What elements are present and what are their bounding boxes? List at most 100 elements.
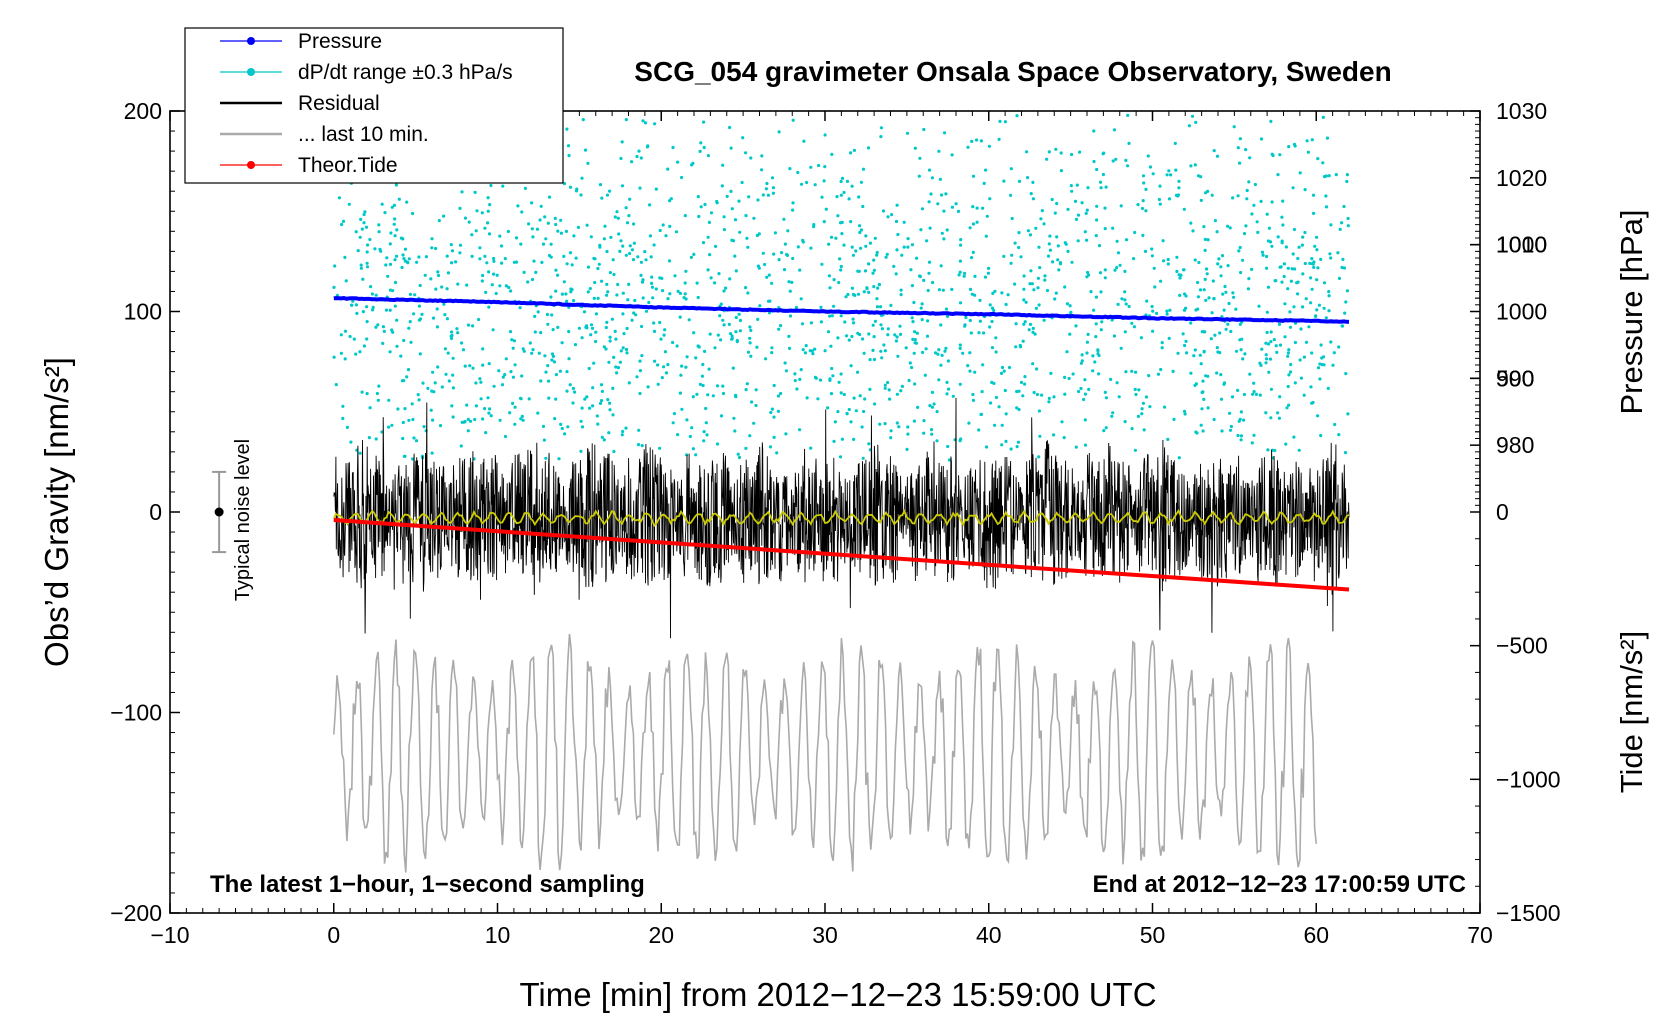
dpdt-point xyxy=(691,161,695,165)
dpdt-point xyxy=(1319,433,1323,438)
dpdt-point xyxy=(701,383,705,388)
dpdt-point xyxy=(706,393,710,397)
dpdt-point xyxy=(754,403,758,408)
dpdt-point xyxy=(1004,412,1008,416)
dpdt-point xyxy=(984,234,988,238)
dpdt-point xyxy=(1327,309,1331,313)
smoothed-residual-series xyxy=(332,508,1350,527)
dpdt-point xyxy=(1302,393,1306,397)
dpdt-point xyxy=(963,323,967,327)
dpdt-point xyxy=(1031,197,1035,201)
dpdt-point xyxy=(437,219,441,223)
dpdt-point xyxy=(530,351,534,355)
dpdt-point xyxy=(562,182,567,186)
dpdt-point xyxy=(1285,406,1289,410)
dpdt-point xyxy=(1039,217,1043,221)
dpdt-point xyxy=(388,242,392,246)
dpdt-point xyxy=(671,145,675,150)
dpdt-point xyxy=(828,314,832,318)
dpdt-point xyxy=(1232,295,1236,299)
dpdt-point xyxy=(858,224,862,228)
y-tick-label: 100 xyxy=(124,299,162,325)
dpdt-point xyxy=(939,323,943,327)
dpdt-point xyxy=(818,378,823,382)
dpdt-point xyxy=(912,351,916,355)
dpdt-point xyxy=(478,377,482,381)
dpdt-point xyxy=(504,284,508,288)
dpdt-point xyxy=(913,146,917,150)
dpdt-point xyxy=(738,318,743,323)
dpdt-point xyxy=(1343,311,1347,315)
dpdt-point xyxy=(451,415,455,419)
dpdt-point xyxy=(840,437,845,441)
dpdt-point xyxy=(392,222,396,226)
dpdt-point xyxy=(1277,416,1281,420)
dpdt-point xyxy=(600,435,604,439)
dpdt-point xyxy=(1316,366,1321,370)
dpdt-point xyxy=(433,381,437,385)
dpdt-point xyxy=(580,406,584,410)
dpdt-point xyxy=(553,216,557,220)
dpdt-point xyxy=(341,416,345,421)
dpdt-point xyxy=(873,319,878,323)
dpdt-point xyxy=(929,428,934,432)
dpdt-point xyxy=(1206,374,1210,378)
dpdt-point xyxy=(463,364,467,368)
dpdt-point xyxy=(1153,285,1157,289)
dpdt-point xyxy=(880,327,885,331)
dpdt-point xyxy=(1265,330,1269,335)
dpdt-point xyxy=(571,401,575,405)
dpdt-point xyxy=(945,380,949,384)
dpdt-point xyxy=(1086,270,1090,275)
dpdt-point xyxy=(1123,269,1127,273)
dpdt-point xyxy=(671,421,675,425)
dpdt-point xyxy=(989,401,993,405)
dpdt-point xyxy=(1144,187,1148,191)
dpdt-point xyxy=(620,184,625,188)
dpdt-point xyxy=(1116,302,1120,306)
dpdt-point xyxy=(703,202,707,207)
dpdt-point xyxy=(624,253,628,257)
dpdt-point xyxy=(399,354,403,358)
dpdt-point xyxy=(587,366,591,371)
dpdt-point xyxy=(1241,357,1245,361)
dpdt-point xyxy=(650,285,655,289)
dpdt-point xyxy=(365,261,369,265)
dpdt-point xyxy=(1029,192,1033,196)
dpdt-point xyxy=(911,337,915,341)
dpdt-point xyxy=(627,381,631,385)
dpdt-point xyxy=(833,420,837,424)
dpdt-point xyxy=(582,310,587,314)
dpdt-point xyxy=(1273,279,1277,283)
dpdt-point xyxy=(746,291,750,295)
dpdt-point xyxy=(636,443,641,447)
dpdt-point xyxy=(556,325,560,329)
dpdt-point xyxy=(458,251,462,255)
dpdt-point xyxy=(373,247,377,251)
dpdt-point xyxy=(1166,257,1170,262)
dpdt-point xyxy=(446,271,450,275)
dpdt-point xyxy=(1006,293,1010,297)
dpdt-point xyxy=(883,386,887,390)
dpdt-point xyxy=(1280,239,1284,243)
dpdt-point xyxy=(586,265,591,269)
dpdt-point xyxy=(1048,248,1052,252)
dpdt-point xyxy=(388,308,392,312)
dpdt-point xyxy=(1022,287,1026,291)
dpdt-point xyxy=(1239,434,1243,438)
dpdt-point xyxy=(1172,417,1176,421)
dpdt-point xyxy=(411,211,415,216)
dpdt-point xyxy=(709,211,714,215)
dpdt-point xyxy=(937,348,941,352)
dpdt-point xyxy=(519,417,523,421)
dpdt-point xyxy=(619,156,623,161)
dpdt-point xyxy=(883,422,887,426)
dpdt-point xyxy=(775,451,779,455)
dpdt-point xyxy=(1242,232,1247,236)
tide-tick-label: 0 xyxy=(1496,499,1509,525)
dpdt-point xyxy=(879,323,883,327)
dpdt-point xyxy=(829,344,833,348)
dpdt-point xyxy=(1220,254,1225,258)
dpdt-point xyxy=(356,249,360,253)
